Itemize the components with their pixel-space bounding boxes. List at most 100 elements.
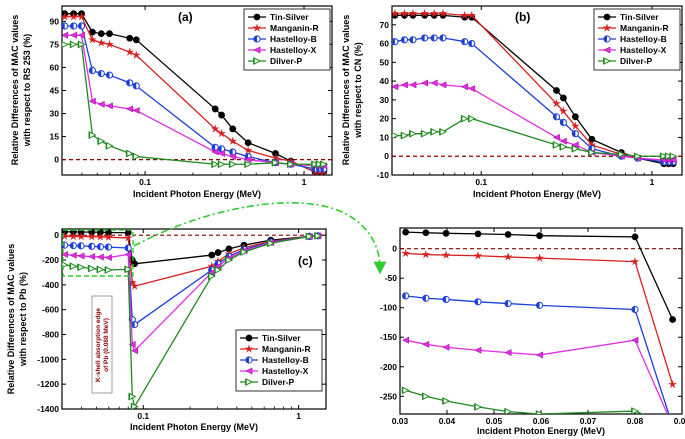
data-point-hastelloy-x bbox=[442, 343, 450, 351]
data-point-hastelloy-x bbox=[104, 254, 112, 262]
series-line-dilver-p bbox=[64, 235, 319, 409]
data-point-dilver-p bbox=[535, 410, 544, 414]
data-point-dilver-p bbox=[132, 152, 141, 161]
data-point-hastelloy-x bbox=[130, 347, 138, 355]
data-point-hastelloy-b bbox=[535, 301, 544, 309]
data-point-hastelloy-b bbox=[97, 70, 105, 78]
data-point-hastelloy-x bbox=[461, 83, 469, 91]
data-point-tin-silver bbox=[229, 125, 237, 133]
y-tick-label: -250 bbox=[380, 391, 397, 401]
series-line-hastelloy-x bbox=[394, 82, 674, 161]
y-tick-label: -100 bbox=[380, 303, 397, 313]
data-point-hastelloy-x bbox=[124, 250, 132, 258]
data-point-dilver-p bbox=[461, 114, 469, 123]
data-point-hastelloy-b bbox=[504, 299, 512, 308]
data-point-hastelloy-x bbox=[474, 346, 482, 354]
data-point-manganin-r bbox=[441, 250, 451, 259]
data-point-hastelloy-x bbox=[430, 79, 438, 87]
data-point-dilver-p bbox=[400, 131, 409, 140]
plot-frame bbox=[399, 227, 683, 415]
data-point-dilver-p bbox=[69, 262, 78, 271]
y-axis-label-line-2: with respect to Pb (%) bbox=[18, 272, 28, 367]
data-point-hastelloy-b bbox=[552, 113, 561, 121]
y-tick-label: -150 bbox=[380, 332, 397, 342]
y-tick-label: 40 bbox=[380, 76, 390, 86]
data-point-manganin-r bbox=[69, 12, 79, 21]
data-point-manganin-r bbox=[503, 252, 513, 261]
data-point-manganin-r bbox=[228, 136, 238, 146]
data-point-hastelloy-b bbox=[400, 36, 409, 44]
y-tick-label: 30 bbox=[50, 109, 60, 119]
legend-marker-manganin-r bbox=[252, 23, 262, 32]
data-point-hastelloy-x bbox=[126, 105, 134, 113]
data-point-manganin-r bbox=[210, 124, 220, 133]
x-tick-label: 0.1 bbox=[137, 411, 149, 421]
data-point-dilver-p bbox=[422, 392, 431, 401]
data-point-hastelloy-b bbox=[392, 38, 399, 46]
data-point-hastelloy-b bbox=[461, 38, 469, 46]
legend-marker-hastelloy-b bbox=[245, 356, 253, 364]
data-point-dilver-p bbox=[474, 403, 483, 411]
data-point-hastelloy-b bbox=[229, 148, 237, 156]
panel-c: (c) Incident Photon Energy (MeV) Relativ… bbox=[6, 228, 327, 432]
panel-b: (b) Incident Photon Energy (MeV) Relativ… bbox=[341, 5, 683, 199]
data-point-manganin-r bbox=[420, 8, 430, 18]
data-point-hastelloy-x bbox=[77, 252, 85, 260]
data-point-hastelloy-b bbox=[70, 22, 78, 30]
data-point-hastelloy-b bbox=[126, 79, 134, 87]
data-point-hastelloy-b bbox=[88, 66, 96, 75]
panel-label: (a) bbox=[178, 10, 193, 24]
x-tick-label: 0.03 bbox=[392, 416, 409, 426]
panel-a: (a) Incident Photon Energy (MeV) Relativ… bbox=[10, 5, 333, 199]
data-point-hastelloy-x bbox=[69, 31, 77, 39]
ticks: -1400 -1200 -1000 -800 -600 -400 -200 0 0.1 1 bbox=[37, 229, 326, 421]
data-point-hastelloy-x bbox=[132, 106, 140, 114]
data-point-manganin-r bbox=[429, 8, 439, 18]
y-tick-label: 45 bbox=[50, 86, 60, 96]
data-point-hastelloy-x bbox=[468, 85, 476, 93]
data-point-hastelloy-b bbox=[439, 34, 447, 42]
data-point-hastelloy-b bbox=[96, 243, 105, 251]
data-point-manganin-r bbox=[421, 249, 431, 259]
data-point-hastelloy-x bbox=[400, 81, 408, 89]
data-point-manganin-r bbox=[570, 121, 580, 130]
legend-label-tin-silver: Tin-Silver bbox=[262, 333, 301, 343]
series-line-manganin-r bbox=[64, 235, 319, 287]
panel-d: Incident Photon Energy (MeV) -250 -200 -15… bbox=[380, 227, 685, 436]
y-tick-label: 50 bbox=[380, 57, 390, 67]
legend-label-hastelloy-b: Hastelloy-B bbox=[262, 355, 309, 365]
panel-label: (b) bbox=[515, 10, 530, 24]
data-point-tin-silver bbox=[106, 30, 113, 38]
data-point-manganin-r bbox=[401, 248, 411, 258]
data-point-hastelloy-b bbox=[430, 34, 438, 42]
data-point-hastelloy-x bbox=[422, 340, 430, 348]
panel-label: (c) bbox=[298, 254, 313, 268]
legend-label-manganin-r: Manganin-R bbox=[262, 344, 311, 354]
data-point-dilver-p bbox=[211, 160, 220, 169]
data-point-hastelloy-x bbox=[128, 340, 136, 348]
data-point-hastelloy-b bbox=[402, 292, 410, 300]
y-tick-label: 0 bbox=[54, 230, 59, 240]
x-tick-label: 0.06 bbox=[533, 416, 550, 426]
y-tick-label: 75 bbox=[50, 39, 60, 49]
legend-label-tin-silver: Tin-Silver bbox=[620, 12, 659, 22]
y-tick-label: -200 bbox=[42, 255, 59, 265]
data-point-dilver-p bbox=[96, 265, 105, 274]
y-tick-label: -400 bbox=[42, 280, 59, 290]
data-point-manganin-r bbox=[438, 8, 448, 18]
legend-label-hastelloy-x: Hastelloy-X bbox=[262, 366, 309, 376]
legend-label-manganin-r: Manganin-R bbox=[620, 23, 669, 33]
data-point-dilver-p bbox=[126, 149, 134, 158]
legend-marker-hastelloy-b bbox=[253, 35, 261, 43]
y-tick-label: -1400 bbox=[37, 404, 59, 414]
y-tick-label: 0 bbox=[384, 151, 389, 161]
legend-marker-tin-silver bbox=[603, 13, 611, 21]
data-point-hastelloy-x bbox=[631, 336, 639, 344]
legend-label-tin-silver: Tin-Silver bbox=[270, 12, 309, 22]
y-axis-label-line-2: with respect to CN (%) bbox=[353, 42, 363, 139]
data-point-hastelloy-x bbox=[62, 250, 68, 258]
data-point-hastelloy-b bbox=[468, 39, 476, 48]
series-line-hastelloy-x bbox=[64, 235, 319, 352]
data-point-manganin-r bbox=[123, 233, 133, 242]
y-tick-label: -800 bbox=[42, 330, 59, 340]
